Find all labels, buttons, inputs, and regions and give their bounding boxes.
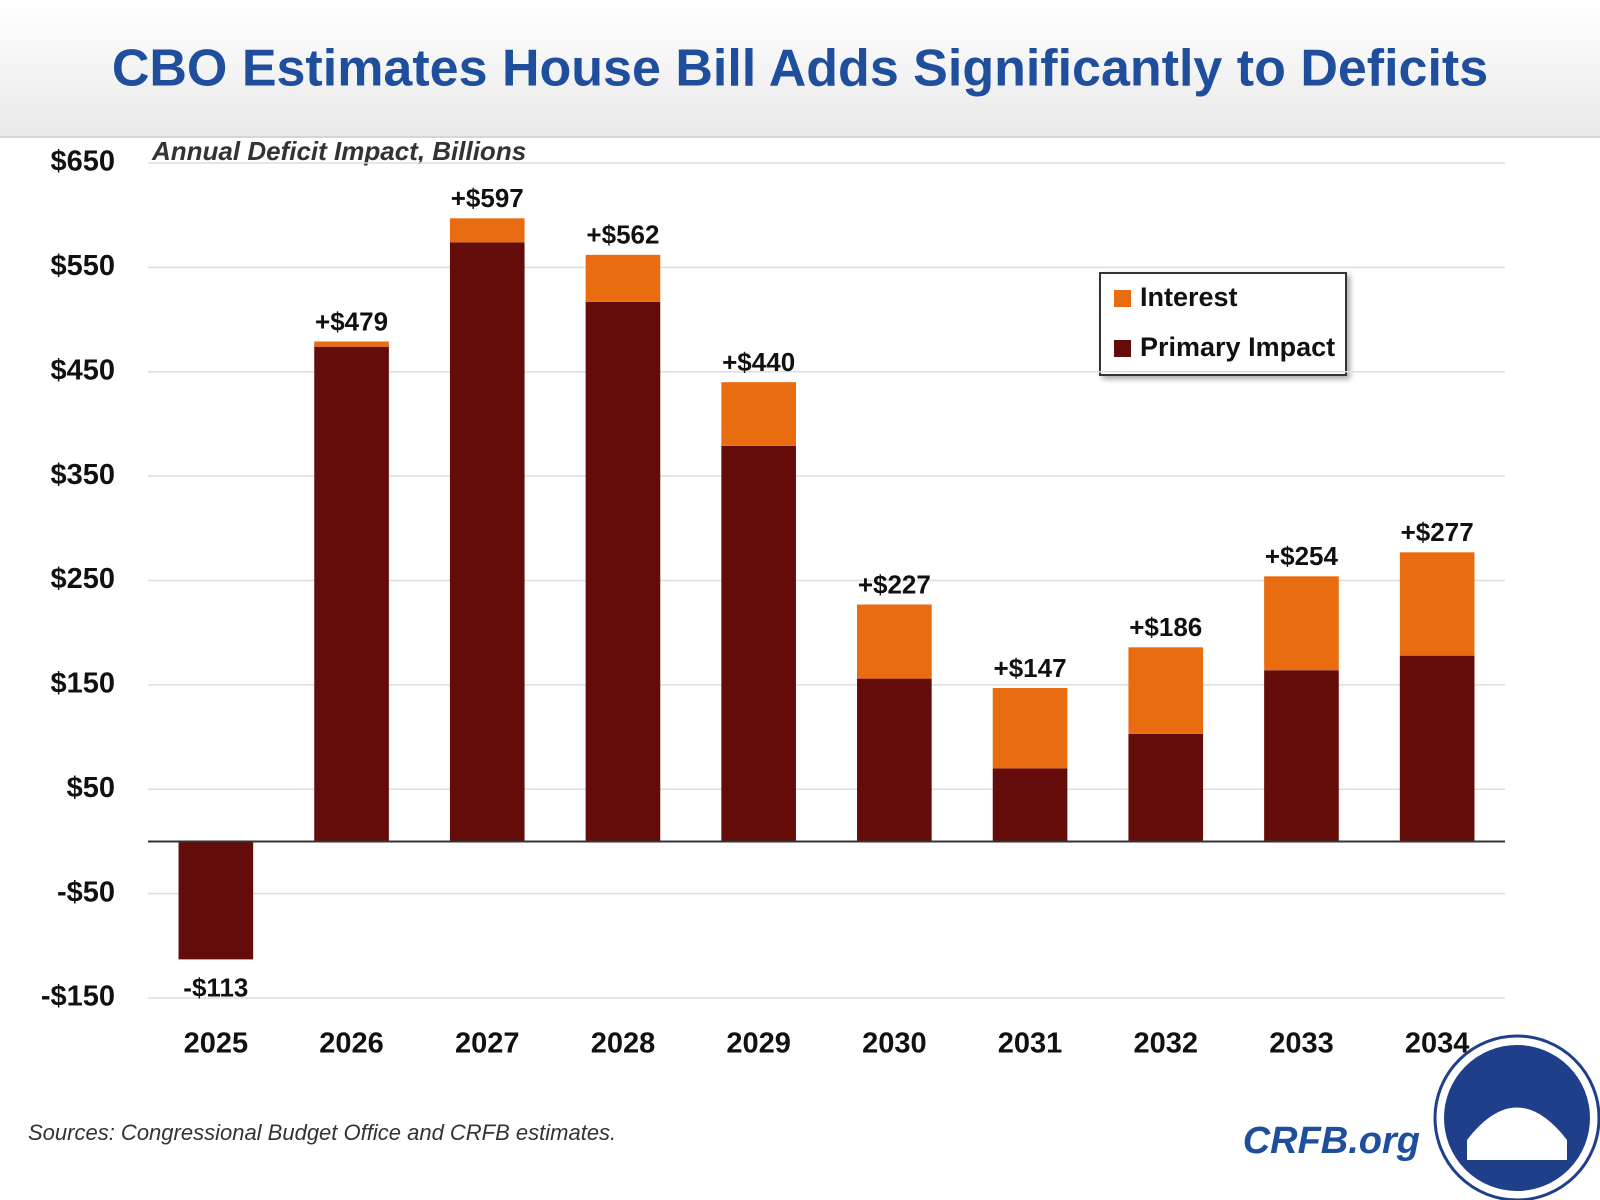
- logo-dome: [1467, 1107, 1567, 1160]
- legend-label: Primary Impact: [1140, 332, 1335, 362]
- y-tick-label: $50: [67, 772, 115, 804]
- y-tick-label: -$50: [57, 876, 115, 908]
- bar-segment: [585, 301, 661, 842]
- bar-segment: [449, 218, 525, 243]
- bar-segment: [585, 254, 661, 302]
- y-tick-label: $550: [50, 250, 115, 282]
- bar-segment: [449, 242, 525, 842]
- chart-subtitle: Annual Deficit Impact, Billions: [151, 136, 526, 166]
- bar-segment: [1128, 733, 1204, 842]
- bar-segment: [178, 841, 254, 960]
- x-tick-label: 2034: [1405, 1028, 1470, 1060]
- bar-segment: [857, 678, 932, 842]
- chart-title: CBO Estimates House Bill Adds Significan…: [112, 40, 1488, 98]
- bar-segment: [1264, 670, 1339, 842]
- total-label: +$277: [1401, 517, 1474, 547]
- legend-box: [1099, 272, 1347, 376]
- bar-segment: [1128, 647, 1204, 734]
- logo-ring: [1433, 1034, 1600, 1200]
- total-label: +$186: [1129, 612, 1202, 642]
- total-label: +$479: [315, 306, 388, 336]
- total-label: +$147: [994, 653, 1067, 683]
- bar-segment: [1399, 552, 1475, 656]
- header-band: [0, 0, 1600, 137]
- y-tick-label: $650: [50, 146, 115, 178]
- bar-segment: [992, 688, 1068, 769]
- total-label: +$562: [586, 220, 659, 250]
- y-tick-label: -$150: [41, 981, 115, 1013]
- x-tick-label: 2032: [1133, 1028, 1198, 1060]
- total-label: -$113: [183, 972, 248, 1002]
- legend-label: Interest: [1140, 282, 1238, 312]
- x-tick-label: 2029: [726, 1028, 791, 1060]
- bar-segment: [314, 346, 389, 842]
- total-label: +$254: [1265, 541, 1339, 571]
- bar-segment: [314, 341, 389, 347]
- bar-segment: [721, 445, 796, 842]
- x-tick-label: 2026: [319, 1028, 384, 1060]
- bar-segment: [1399, 655, 1475, 842]
- total-label: +$597: [451, 183, 524, 213]
- x-tick-label: 2030: [862, 1028, 927, 1060]
- total-label: +$227: [858, 569, 931, 599]
- y-tick-label: $150: [50, 668, 115, 700]
- bar-segment: [1264, 576, 1339, 671]
- x-tick-label: 2025: [184, 1028, 249, 1060]
- bar-segment: [857, 604, 932, 679]
- y-tick-label: $250: [50, 563, 115, 595]
- brand: CRFB.org: [1243, 1120, 1420, 1162]
- bar-segment: [721, 382, 796, 446]
- legend-swatch: [1114, 290, 1131, 307]
- x-tick-label: 2027: [455, 1028, 520, 1060]
- y-tick-label: $350: [50, 459, 115, 491]
- source-note: Sources: Congressional Budget Office and…: [28, 1120, 616, 1145]
- total-label: +$440: [722, 347, 795, 377]
- bar-segment: [992, 768, 1068, 842]
- x-tick-label: 2028: [591, 1028, 656, 1060]
- legend: Interest Primary Impact: [1099, 272, 1347, 376]
- x-tick-label: 2031: [998, 1028, 1063, 1060]
- legend-swatch: [1114, 340, 1131, 357]
- x-tick-label: 2033: [1269, 1028, 1334, 1060]
- y-tick-label: $450: [50, 354, 115, 386]
